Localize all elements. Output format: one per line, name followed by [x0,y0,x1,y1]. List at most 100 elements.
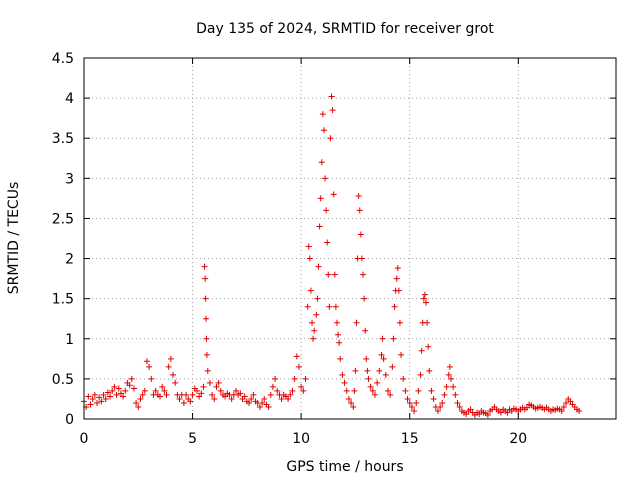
data-point [558,407,565,414]
data-point [100,391,107,398]
data-point [452,391,459,398]
data-point [411,407,418,414]
data-point [369,387,376,394]
data-point [322,175,329,182]
data-point [437,403,444,410]
data-point [343,387,350,394]
y-tick-label: 4.5 [52,51,74,67]
axes: 0 0.5 1 1.5 2 2.5 3 3.5 4 4.5 0 5 10 15 20 [52,51,616,447]
data-point [434,407,441,414]
data-point [265,403,272,410]
data-point [295,363,302,370]
data-point [143,358,150,365]
y-tick-label: 4 [65,91,74,107]
y-tick-label: 0 [65,412,74,428]
data-point [96,394,103,401]
data-point [363,355,370,362]
data-point [146,363,153,370]
data-point [298,383,305,390]
data-point [309,319,315,326]
data-point [441,391,448,398]
data-point [313,311,320,318]
data-point [326,303,333,310]
data-point [293,353,300,360]
data-point [183,391,190,398]
data-point [165,363,172,370]
data-point [237,390,244,397]
data-point [141,387,148,394]
data-point [291,375,298,382]
data-point [332,303,339,310]
data-point [428,387,435,394]
data-point [476,411,483,418]
data-point [576,407,583,414]
data-point [523,404,530,411]
data-point [241,393,248,400]
data-point [420,295,427,302]
data-point [246,399,253,406]
data-point [115,385,122,392]
data-point [163,391,170,398]
data-point [560,403,567,410]
data-point [102,395,109,402]
data-point [269,383,276,390]
data-point [443,383,450,390]
data-point [371,391,378,398]
data-point [456,403,463,410]
data-point [394,265,401,272]
data-point [320,127,327,134]
data-point [167,355,174,362]
data-point [463,411,470,418]
data-point [364,367,371,374]
data-point [259,399,266,406]
data-point [327,135,334,142]
x-tick-label: 10 [292,431,310,447]
y-axis-label: SRMTID / TECUs [6,182,22,295]
data-point [389,363,396,370]
data-point [310,335,317,342]
data-point [439,399,446,406]
data-point [337,355,344,362]
data-point [285,395,292,402]
data-point [567,398,574,405]
data-point [418,347,425,354]
y-tick-label: 1.5 [52,292,74,308]
x-axis-label: GPS time / hours [286,459,403,475]
data-point [319,111,326,118]
data-point [421,291,428,298]
data-point [413,399,420,406]
data-point [467,406,474,413]
data-point [318,159,325,166]
data-point [302,375,309,382]
data-point [367,383,374,390]
data-point [193,387,200,394]
data-point [217,387,224,394]
data-point [176,395,183,402]
data-point [170,371,177,378]
data-point [128,375,135,382]
data-point [355,192,362,199]
data-point [204,367,211,374]
data-point [211,395,218,402]
data-point [446,363,453,370]
data-point [311,327,318,334]
data-point [329,107,336,114]
data-point [300,387,307,394]
chart-title: Day 135 of 2024, SRMTID for receiver gro… [196,21,494,37]
data-point [426,367,433,374]
data-point [378,351,385,358]
data-point [352,367,359,374]
y-tick-label: 2 [65,252,74,268]
data-point [324,239,331,246]
data-point [213,383,220,390]
data-point [196,393,203,400]
data-point [374,379,381,386]
data-point [94,399,101,406]
data-point [203,315,210,322]
data-point [357,231,364,238]
data-point [385,387,391,394]
data-point [316,223,323,230]
data-point [353,319,360,326]
data-point [278,395,285,402]
